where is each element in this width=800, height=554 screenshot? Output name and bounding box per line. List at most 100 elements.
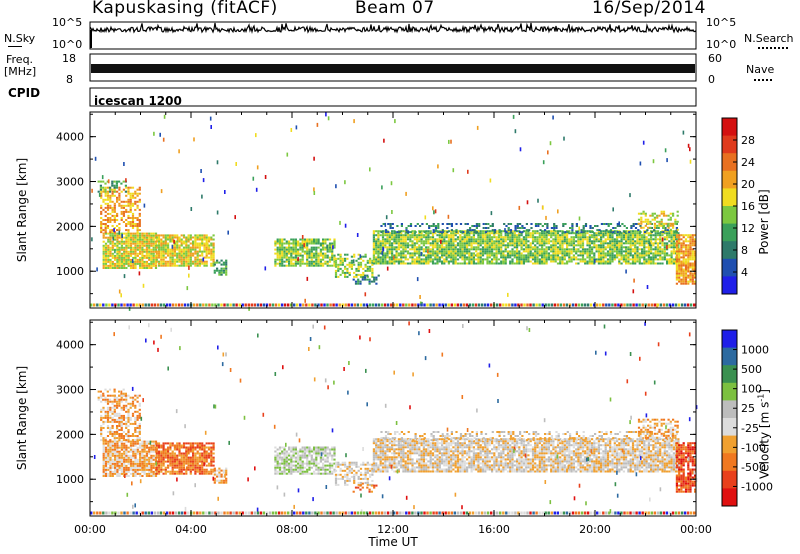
echo-cell <box>507 229 510 232</box>
echo-cell <box>109 452 112 455</box>
echo-cell <box>579 244 582 247</box>
echo-cell <box>102 248 105 251</box>
echo-cell <box>634 260 637 263</box>
echo-cell <box>421 223 424 225</box>
echo-cell <box>292 258 295 261</box>
echo-cell <box>513 242 516 245</box>
echo-cell <box>684 248 688 251</box>
echo-cell <box>678 278 681 281</box>
echo-cell <box>656 262 660 265</box>
echo-cell <box>563 252 566 255</box>
echo-cell <box>432 223 435 225</box>
echo-cell <box>313 246 316 249</box>
echo-cell <box>434 209 437 214</box>
echo-cell <box>678 250 681 253</box>
echo-cell <box>556 303 559 307</box>
echo-cell <box>132 248 135 251</box>
nsky-line <box>89 22 697 35</box>
echo-cell <box>122 422 125 425</box>
echo-cell <box>145 250 148 253</box>
echo-cell <box>106 190 110 193</box>
echo-cell <box>180 264 183 267</box>
echo-cell <box>129 240 133 243</box>
echo-cell <box>123 448 126 451</box>
echo-cell <box>98 192 101 197</box>
echo-cell <box>547 252 550 255</box>
echo-cell <box>597 234 600 237</box>
echo-cell <box>136 244 139 247</box>
echo-cell <box>102 437 105 440</box>
echo-cell <box>443 236 446 239</box>
echo-cell <box>160 262 163 265</box>
echo-cell <box>313 191 316 195</box>
echo-cell <box>607 231 610 234</box>
echo-cell <box>550 234 553 237</box>
echo-cell <box>452 250 455 253</box>
echo-cell <box>689 256 692 259</box>
echo-cell <box>452 234 455 237</box>
echo-cell <box>602 258 605 261</box>
echo-cell <box>127 214 130 217</box>
echo-cell <box>102 186 105 189</box>
echo-cell <box>139 458 142 461</box>
echo-cell <box>114 464 117 467</box>
echo-cell <box>120 433 123 435</box>
echo-cell <box>668 230 671 233</box>
echo-cell <box>459 256 462 259</box>
echo-cell <box>328 242 332 245</box>
echo-cell <box>120 303 123 307</box>
echo-cell <box>122 418 125 421</box>
echo-cell <box>102 190 105 193</box>
echo-cell <box>173 262 176 265</box>
echo-cell <box>554 260 557 263</box>
echo-cell <box>591 258 594 261</box>
echo-cell <box>420 230 423 233</box>
echo-cell <box>136 452 139 455</box>
echo-cell <box>618 250 621 253</box>
echo-cell <box>91 237 93 242</box>
echo-cell <box>125 248 128 251</box>
echo-cell <box>486 234 489 237</box>
echo-cell <box>537 223 540 225</box>
echo-cell <box>502 252 505 255</box>
echo-cell <box>129 303 132 307</box>
echo-cell <box>475 250 478 253</box>
echo-cell <box>554 252 557 255</box>
echo-cell <box>402 262 405 265</box>
echo-cell <box>109 464 112 467</box>
echo-cell <box>631 230 635 233</box>
echo-cell <box>611 234 614 237</box>
echo-cell <box>669 218 672 221</box>
echo-cell <box>125 439 128 442</box>
echo-cell <box>538 234 541 237</box>
echo-cell <box>200 169 202 173</box>
echo-cell <box>99 184 102 187</box>
echo-cell <box>432 303 435 307</box>
echo-cell <box>647 220 650 223</box>
echo-cell <box>468 252 471 255</box>
echo-cell <box>409 254 412 257</box>
echo-cell <box>670 234 673 237</box>
echo-cell <box>502 236 505 239</box>
echo-cell <box>102 452 105 455</box>
echo-cell <box>393 262 396 265</box>
echo-cell <box>493 242 496 245</box>
echo-cell <box>210 248 213 251</box>
echo-cell <box>599 303 602 307</box>
echo-cell <box>620 234 623 237</box>
echo-cell <box>534 238 537 241</box>
echo-cell <box>313 256 316 259</box>
echo-cell <box>413 248 416 251</box>
echo-cell <box>377 246 380 249</box>
echo-cell <box>315 246 318 249</box>
echo-cell <box>150 462 153 465</box>
echo-cell <box>677 244 680 247</box>
echo-cell <box>473 229 476 232</box>
echo-cell <box>602 230 605 233</box>
echo-cell <box>157 256 161 259</box>
echo-cell <box>333 242 336 245</box>
echo-cell <box>432 206 434 211</box>
echo-cell <box>541 238 544 241</box>
echo-cell <box>486 248 489 251</box>
echo-cell <box>111 200 114 203</box>
